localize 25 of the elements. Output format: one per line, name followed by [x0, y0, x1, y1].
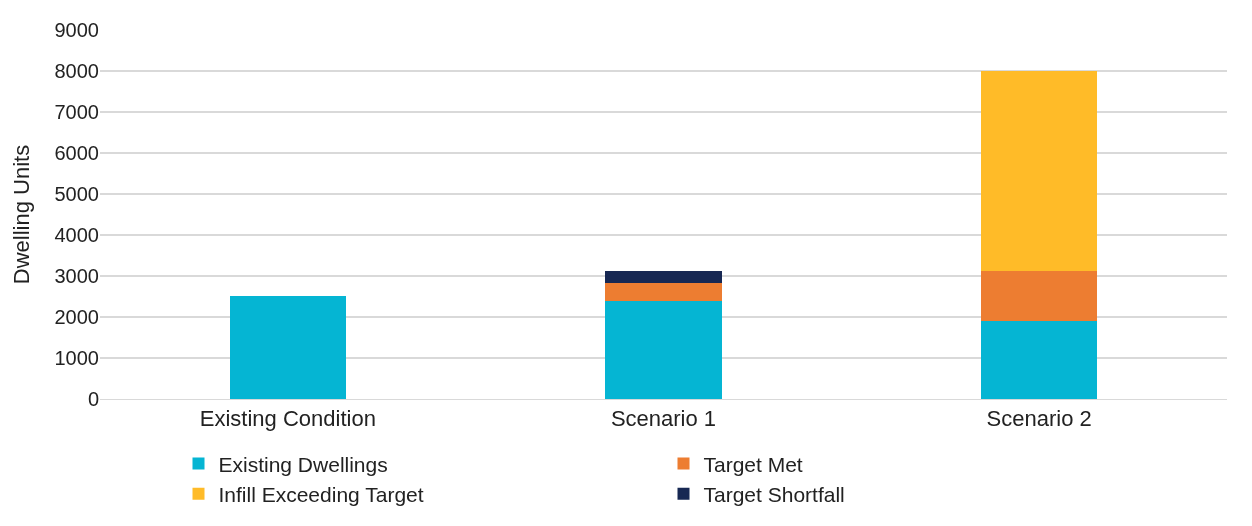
y-tick-label: 8000 — [54, 60, 99, 82]
y-tick-label: 7000 — [54, 101, 99, 123]
x-tick-label: Scenario 2 — [986, 406, 1092, 432]
y-tick-label: 4000 — [54, 224, 99, 246]
legend-label: Target Met — [703, 452, 803, 476]
bar — [980, 321, 1098, 399]
legend-label: Target Shortfall — [703, 482, 845, 506]
legend-label: Existing Dwellings — [218, 452, 388, 476]
y-tick-label: 5000 — [54, 183, 99, 205]
legend-label: Infill Exceeding Target — [218, 482, 424, 506]
y-tick-label: 0 — [87, 388, 99, 410]
y-axis-title: Dwelling Units — [9, 144, 35, 285]
y-tick-label: 9000 — [54, 19, 99, 41]
bar — [980, 271, 1098, 322]
y-tick-label: 6000 — [54, 142, 99, 164]
bar — [605, 282, 722, 302]
bar — [980, 71, 1098, 272]
y-tick-label: 2000 — [54, 306, 99, 328]
bar — [605, 271, 722, 283]
y-tick-label: 3000 — [54, 265, 99, 287]
bar — [605, 301, 722, 399]
x-tick-label: Scenario 1 — [610, 406, 717, 432]
x-tick-label: Existing Condition — [199, 406, 376, 432]
bar — [229, 295, 347, 399]
y-tick-label: 1000 — [54, 347, 99, 369]
